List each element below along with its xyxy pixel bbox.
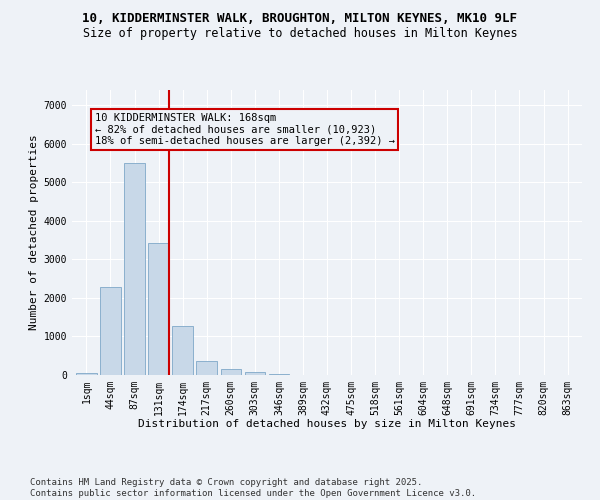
X-axis label: Distribution of detached houses by size in Milton Keynes: Distribution of detached houses by size …	[138, 420, 516, 430]
Text: 10 KIDDERMINSTER WALK: 168sqm
← 82% of detached houses are smaller (10,923)
18% : 10 KIDDERMINSTER WALK: 168sqm ← 82% of d…	[95, 113, 395, 146]
Text: Size of property relative to detached houses in Milton Keynes: Size of property relative to detached ho…	[83, 28, 517, 40]
Bar	[172, 326, 193, 375]
Text: Contains HM Land Registry data © Crown copyright and database right 2025.
Contai: Contains HM Land Registry data © Crown c…	[30, 478, 476, 498]
Bar	[148, 244, 169, 375]
Bar	[100, 287, 121, 375]
Bar	[245, 372, 265, 375]
Y-axis label: Number of detached properties: Number of detached properties	[29, 134, 40, 330]
Bar	[196, 361, 217, 375]
Bar	[221, 369, 241, 375]
Bar	[76, 372, 97, 375]
Bar	[124, 163, 145, 375]
Bar	[269, 374, 289, 375]
Text: 10, KIDDERMINSTER WALK, BROUGHTON, MILTON KEYNES, MK10 9LF: 10, KIDDERMINSTER WALK, BROUGHTON, MILTO…	[83, 12, 517, 26]
